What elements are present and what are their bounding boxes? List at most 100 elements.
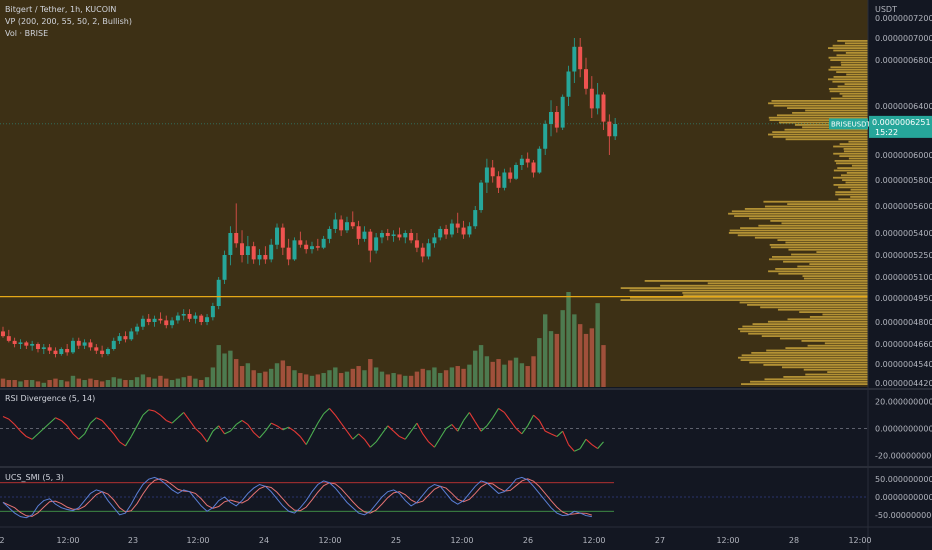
rsi-segment [43, 422, 51, 429]
vp-bar [828, 68, 868, 71]
vp-bar [788, 248, 868, 251]
volume-bar [601, 345, 606, 387]
vp-bar [837, 85, 868, 88]
rsi-segment [264, 422, 272, 432]
rsi-segment [369, 441, 377, 448]
vp-bar [778, 121, 868, 124]
volume-bar [548, 331, 554, 387]
volume-bar [164, 378, 169, 387]
candle [105, 347, 110, 356]
vp-bar [832, 44, 868, 47]
volume-bar [443, 370, 449, 387]
candle [350, 211, 355, 229]
vp-bar [630, 296, 868, 299]
rsi-segment [177, 412, 185, 419]
candle [65, 344, 70, 356]
volume-bar [210, 367, 216, 387]
volume-bar [315, 374, 321, 387]
rsi-segment [288, 426, 295, 432]
vp-bar [763, 364, 868, 366]
volume-bar [169, 380, 175, 387]
volume-bar [473, 350, 478, 387]
candle [82, 339, 87, 349]
rsi-segment [113, 433, 121, 443]
candle [449, 219, 454, 238]
volume-bar [216, 345, 221, 387]
rsi-segment [544, 430, 552, 435]
vp-bar [838, 186, 868, 189]
volume-bar [268, 368, 274, 387]
rsi-segment [183, 412, 191, 421]
candle [438, 226, 443, 241]
volume-bar [490, 361, 495, 387]
time-tick-label: 12:00 [318, 536, 341, 545]
vp-bar [843, 150, 868, 153]
rsi-segment [78, 433, 85, 440]
candle [140, 315, 145, 330]
candle [444, 224, 449, 239]
rsi-segment [305, 433, 313, 445]
volume-bar [88, 378, 93, 387]
volume-profile [620, 40, 868, 385]
candle [275, 223, 280, 250]
candle [199, 314, 204, 326]
vp-bar [833, 49, 868, 52]
vp-bar [769, 119, 868, 121]
vp-bar [742, 325, 868, 328]
vp-bar [833, 176, 868, 179]
vp-bar [846, 73, 868, 76]
vp-bar [768, 116, 868, 119]
rsi-segment [445, 424, 453, 429]
candle [292, 237, 297, 261]
vp-bar [660, 284, 868, 287]
volume-bar [356, 366, 361, 387]
vp-bar [783, 376, 868, 378]
rsi-segment [136, 414, 144, 427]
vp-bar [766, 349, 868, 352]
vp-bar [768, 133, 868, 136]
vp-bar [845, 52, 868, 54]
vp-bar [783, 260, 868, 263]
volume-bar [408, 375, 414, 387]
vp-bar [763, 200, 868, 203]
price-tick-label: 0.0000004950 [875, 294, 932, 303]
vp-bar [803, 277, 868, 280]
rsi-segment [428, 441, 435, 448]
candle [257, 249, 262, 266]
vp-bar [845, 181, 868, 184]
candle [514, 162, 519, 180]
candle [35, 342, 40, 353]
vp-bar [840, 61, 868, 64]
vp-bar [740, 227, 868, 229]
rsi-segment [276, 425, 284, 431]
rsi-segment [404, 430, 412, 440]
price-tick-label: 0.0000005100 [875, 273, 932, 282]
rsi-segment [387, 425, 394, 432]
volume-bar [117, 378, 122, 387]
volume-legend: Vol · BRISE [5, 29, 48, 38]
rsi-segment [189, 420, 196, 429]
candle [146, 314, 151, 326]
volume-bar [286, 366, 291, 387]
vp-bar [775, 268, 868, 270]
vp-bar [842, 179, 868, 181]
volume-bar [589, 328, 595, 387]
volume-bar [420, 368, 425, 387]
time-tick-label: 27 [655, 536, 665, 545]
vp-bar [728, 212, 868, 215]
vp-bar [784, 128, 868, 131]
time-tick-label: 28 [789, 536, 799, 545]
vp-bar [835, 191, 868, 193]
volume-bar [181, 377, 186, 387]
candle [479, 180, 484, 213]
price-tick-label: 0.0000005600 [875, 202, 932, 211]
volume-bar [251, 370, 256, 387]
candle [572, 38, 577, 83]
rsi-segment [72, 433, 80, 440]
vp-bar [822, 313, 868, 316]
candle [304, 240, 309, 254]
vp-bar [850, 188, 868, 191]
rsi-segment [66, 425, 74, 435]
volume-bar [158, 375, 163, 387]
